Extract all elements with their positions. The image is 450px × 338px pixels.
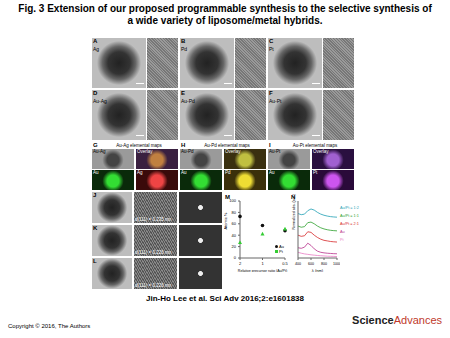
svg-text:600: 600 (308, 262, 314, 266)
svg-text:1000: 1000 (333, 262, 340, 266)
svg-text:800: 800 (321, 262, 327, 266)
svg-text:100: 100 (229, 198, 236, 203)
svg-text:2: 2 (239, 261, 242, 266)
svg-text:Relative precursor ratio (Au/P: Relative precursor ratio (Au/Pt) (238, 269, 287, 272)
svg-text:0: 0 (234, 255, 237, 260)
svg-text:λ (nm): λ (nm) (312, 268, 324, 272)
svg-text:20: 20 (232, 244, 237, 249)
svg-text:Atomic %: Atomic % (224, 212, 228, 229)
svg-text:0.5: 0.5 (282, 261, 288, 266)
svg-text:60: 60 (232, 221, 237, 226)
svg-text:40: 40 (232, 233, 237, 238)
svg-text:400: 400 (295, 262, 301, 266)
svg-text:80: 80 (232, 210, 237, 215)
svg-text:1: 1 (261, 261, 264, 266)
